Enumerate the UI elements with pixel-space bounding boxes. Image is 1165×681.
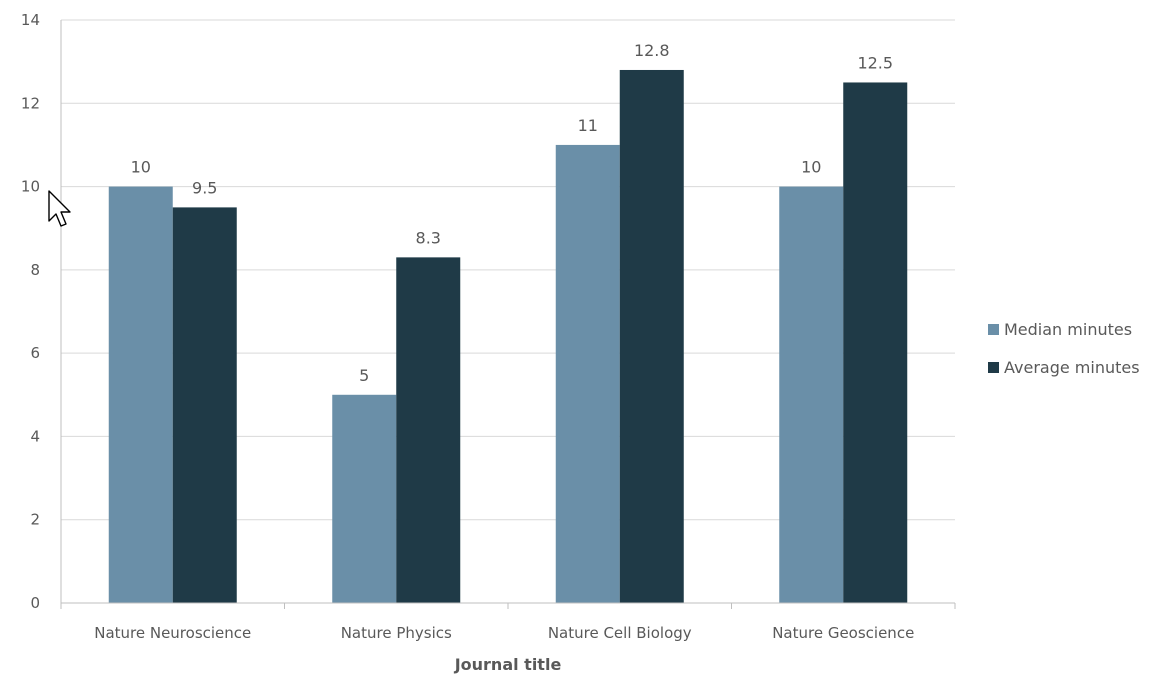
data-label: 11 — [578, 116, 598, 135]
bars — [108, 69, 908, 604]
bar-median — [108, 186, 173, 604]
y-tick-label: 10 — [21, 178, 40, 196]
data-label: 10 — [131, 158, 151, 177]
bar-average — [619, 69, 684, 603]
bar-average — [843, 82, 908, 603]
y-tick-label: 14 — [21, 11, 40, 29]
data-label: 8.3 — [416, 228, 441, 247]
mouse-pointer-icon — [48, 190, 71, 227]
x-axis-title: Journal title — [454, 655, 562, 674]
x-tick-label: Nature Cell Biology — [548, 624, 692, 642]
bar-average — [396, 257, 461, 603]
bar-median — [555, 144, 620, 603]
x-tick-label: Nature Geoscience — [772, 624, 914, 642]
bar-average — [172, 207, 237, 603]
x-tick-label: Nature Physics — [341, 624, 452, 642]
data-labels: 10 9.5 5 8.3 11 12.8 10 12.5 — [131, 41, 893, 385]
y-tick-label: 0 — [30, 594, 40, 612]
x-tick-label: Nature Neuroscience — [94, 624, 251, 642]
y-tick-label: 6 — [30, 344, 40, 362]
y-tick-label: 4 — [30, 427, 40, 445]
legend: Median minutes Average minutes — [988, 320, 1140, 377]
data-label: 9.5 — [192, 178, 217, 197]
y-tick-label: 12 — [21, 94, 40, 112]
legend-label: Average minutes — [1004, 358, 1140, 377]
data-label: 12.5 — [857, 53, 893, 72]
bar-median — [332, 394, 397, 603]
data-label: 12.8 — [634, 41, 670, 60]
y-tick-label: 8 — [30, 261, 40, 279]
legend-swatch — [988, 362, 999, 373]
data-label: 5 — [359, 366, 369, 385]
legend-swatch — [988, 324, 999, 335]
data-label: 10 — [801, 158, 821, 177]
axes: 0 2 4 6 8 10 12 14 Nature Neuroscience Nature Phy… — [21, 11, 956, 642]
y-tick-label: 2 — [30, 511, 40, 529]
legend-label: Median minutes — [1004, 320, 1132, 339]
bar-median — [779, 186, 844, 604]
